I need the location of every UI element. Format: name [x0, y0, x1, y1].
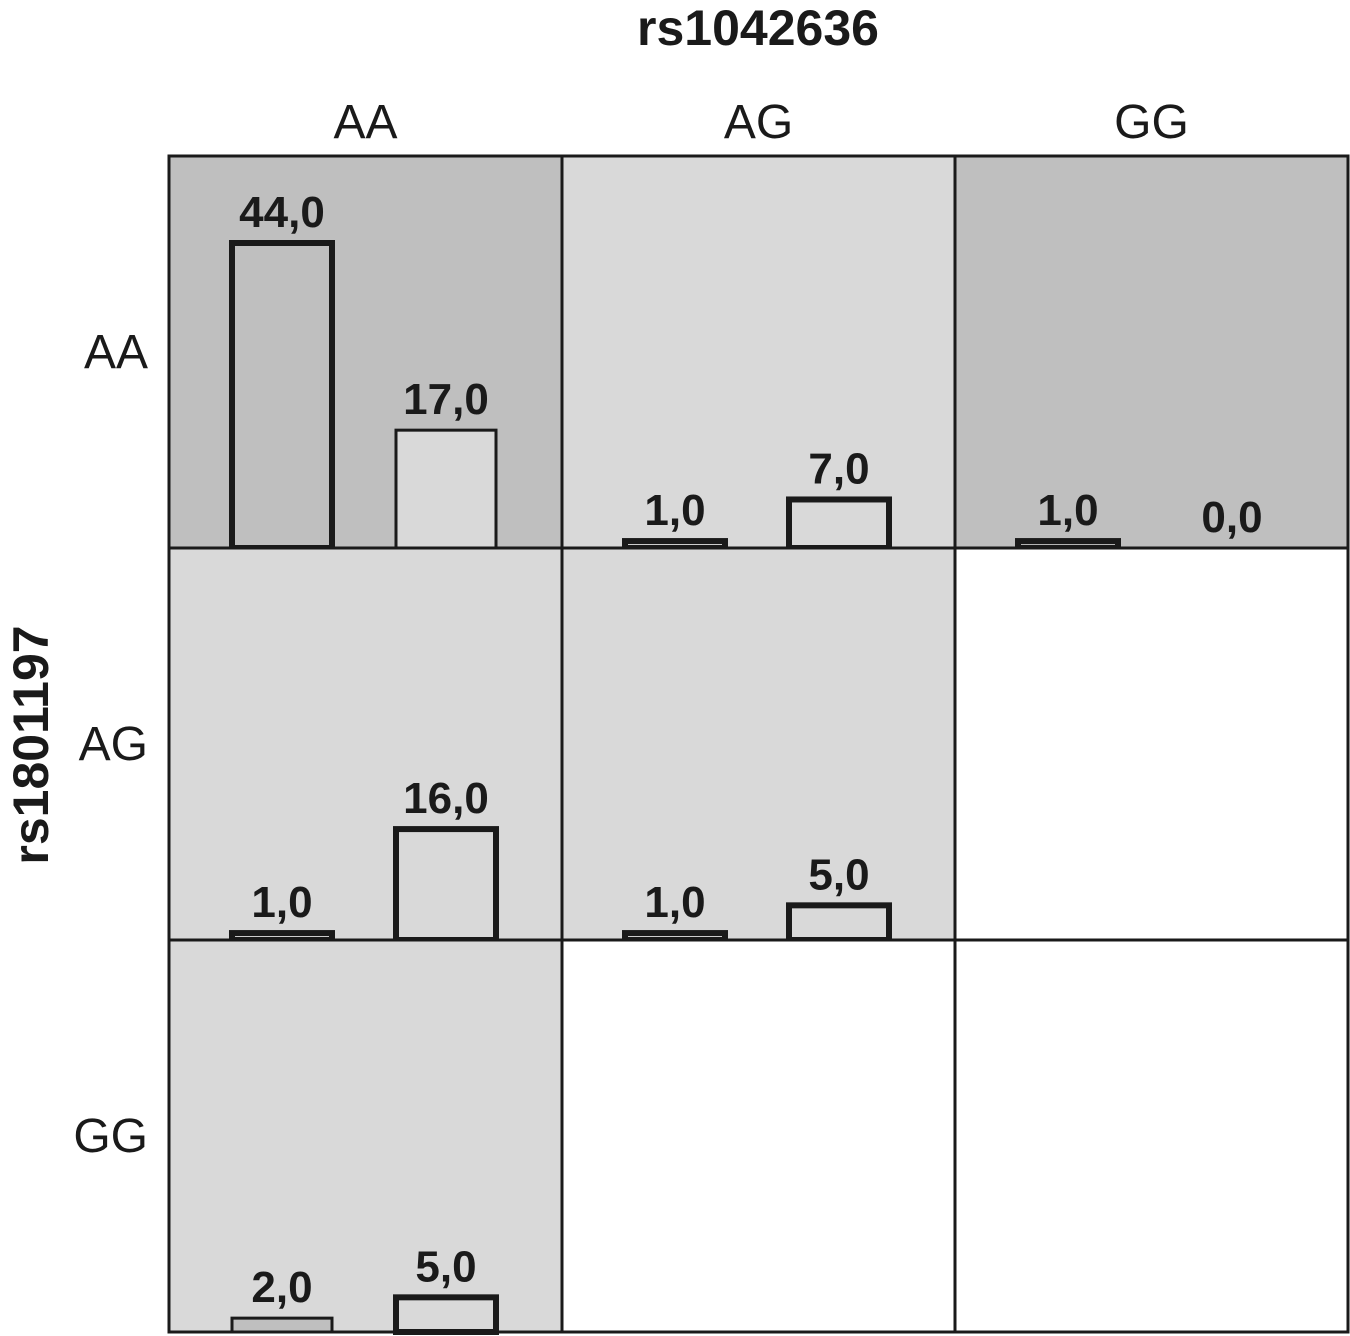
cell-background: [167, 938, 564, 1334]
cell-aa-aa: 44,0 17,0: [167, 154, 564, 551]
cell-background: [953, 938, 1350, 1334]
bar-1-value-label: 1,0: [251, 878, 312, 927]
bar-2: [393, 1294, 499, 1336]
axis-labels: AA AG GG AA AG GG: [73, 96, 1189, 1163]
cell-background: [560, 938, 957, 1334]
bar-1: [230, 1316, 334, 1334]
bar-2-value-label: 16,0: [403, 774, 489, 823]
row-label-ag: AG: [79, 718, 148, 771]
bar-2-value-label: 5,0: [415, 1242, 476, 1291]
bar-2-value-label: 7,0: [808, 444, 869, 493]
bar-1-value-label: 1,0: [1037, 486, 1098, 535]
cell-background: [167, 546, 564, 942]
cell-aa-gg: 1,0 0,0: [953, 154, 1350, 551]
y-axis-title: rs1801197: [3, 625, 59, 864]
bar-2: [394, 428, 498, 550]
cell-background: [167, 154, 564, 550]
cell-background: [560, 154, 957, 550]
cell-background: [560, 546, 957, 942]
cell-ag-ag: 1,0 5,0: [560, 546, 957, 943]
cell-gg-aa: 2,0 5,0: [167, 938, 564, 1336]
bar-2: [786, 902, 892, 943]
bar-1-value-label: 1,0: [644, 486, 705, 535]
column-label-ag: AG: [724, 96, 793, 149]
cell-aa-ag: 1,0 7,0: [560, 154, 957, 551]
row-label-aa: AA: [84, 326, 148, 379]
chart-title: rs1042636: [637, 0, 879, 56]
cell-background: [953, 546, 1350, 942]
bar-2-value-label: 5,0: [808, 850, 869, 899]
bar-2-value-label: 17,0: [403, 375, 489, 424]
bar-2-value-label: 0,0: [1201, 493, 1262, 542]
bar-1-value-label: 2,0: [251, 1263, 312, 1312]
row-label-gg: GG: [73, 1110, 148, 1163]
cell-ag-gg: [953, 546, 1350, 942]
column-label-aa: AA: [333, 96, 397, 149]
cell-ag-aa: 1,0 16,0: [167, 546, 564, 943]
bar-1-value-label: 44,0: [239, 188, 325, 237]
cell-background: [953, 154, 1350, 550]
bar-2: [393, 826, 499, 943]
bar-1-value-label: 1,0: [644, 878, 705, 927]
column-label-gg: GG: [1114, 96, 1189, 149]
bar-2: [786, 496, 892, 551]
cell-grid: 44,0 17,0 1,0 7,0 1,0 0,0 1,0 16,0 1,0 5,0 2,0 5,0: [167, 154, 1350, 1336]
cell-gg-ag: [560, 938, 957, 1334]
bar-1: [229, 240, 335, 551]
cell-gg-gg: [953, 938, 1350, 1334]
